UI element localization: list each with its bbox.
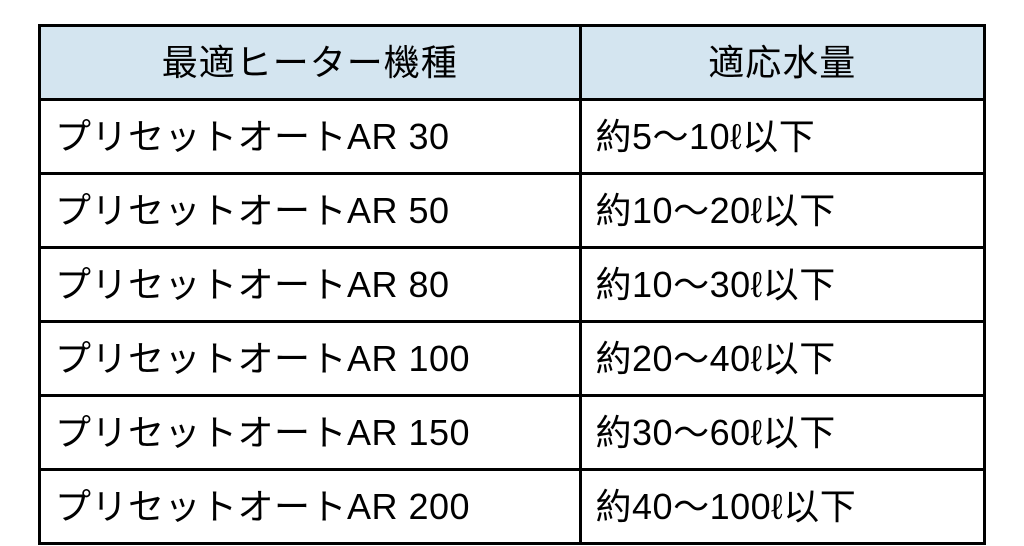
column-header-water: 適応水量 bbox=[580, 26, 984, 100]
cell-model: プリセットオートAR 150 bbox=[40, 396, 581, 470]
column-header-model: 最適ヒーター機種 bbox=[40, 26, 581, 100]
table-row: プリセットオートAR 50 約10～20ℓ以下 bbox=[40, 174, 985, 248]
cell-water: 約5～10ℓ以下 bbox=[580, 100, 984, 174]
cell-water: 約30～60ℓ以下 bbox=[580, 396, 984, 470]
cell-model: プリセットオートAR 30 bbox=[40, 100, 581, 174]
table-row: プリセットオートAR 80 約10～30ℓ以下 bbox=[40, 248, 985, 322]
table-row: プリセットオートAR 100 約20～40ℓ以下 bbox=[40, 322, 985, 396]
table-row: プリセットオートAR 30 約5～10ℓ以下 bbox=[40, 100, 985, 174]
heater-spec-table: 最適ヒーター機種 適応水量 プリセットオートAR 30 約5～10ℓ以下 プリセ… bbox=[38, 24, 986, 545]
cell-model: プリセットオートAR 50 bbox=[40, 174, 581, 248]
page-container: 最適ヒーター機種 適応水量 プリセットオートAR 30 約5～10ℓ以下 プリセ… bbox=[0, 0, 1024, 546]
cell-water: 約10～30ℓ以下 bbox=[580, 248, 984, 322]
cell-water: 約40～100ℓ以下 bbox=[580, 470, 984, 544]
cell-model: プリセットオートAR 80 bbox=[40, 248, 581, 322]
cell-water: 約10～20ℓ以下 bbox=[580, 174, 984, 248]
cell-water: 約20～40ℓ以下 bbox=[580, 322, 984, 396]
table-row: プリセットオートAR 200 約40～100ℓ以下 bbox=[40, 470, 985, 544]
cell-model: プリセットオートAR 100 bbox=[40, 322, 581, 396]
table-row: プリセットオートAR 150 約30～60ℓ以下 bbox=[40, 396, 985, 470]
cell-model: プリセットオートAR 200 bbox=[40, 470, 581, 544]
table-header-row: 最適ヒーター機種 適応水量 bbox=[40, 26, 985, 100]
